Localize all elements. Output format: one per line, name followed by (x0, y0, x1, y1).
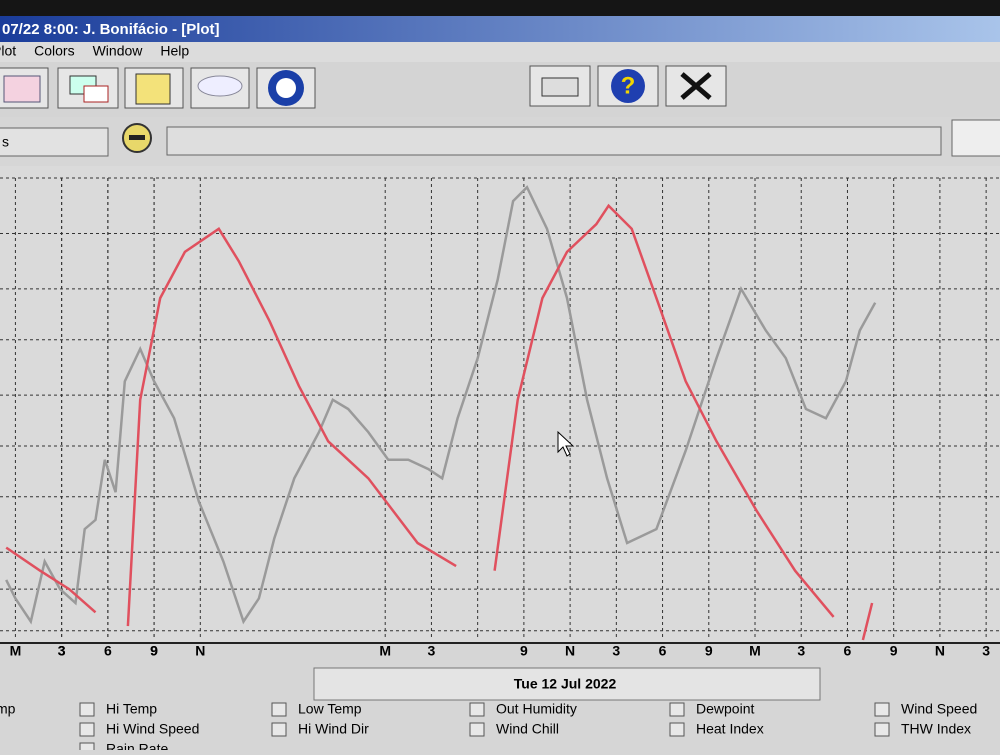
data-line (5, 185, 877, 625)
x-tick-label: 3 (797, 643, 805, 659)
checkbox-label: Heat Index (696, 721, 764, 737)
checkbox-label: Wind Speed (901, 701, 977, 717)
icon (135, 73, 171, 105)
x-tick-label: 6 (659, 643, 667, 659)
checkbox-label: Out Humidity (496, 701, 577, 717)
menu-item[interactable]: Plot (0, 43, 16, 59)
icon (83, 85, 109, 103)
checkbox[interactable] (79, 702, 95, 717)
checkbox[interactable] (669, 702, 685, 717)
checkbox[interactable] (874, 722, 890, 737)
x-tick-label: 3 (612, 643, 620, 659)
x-tick-label: 9 (150, 643, 158, 659)
x-tick-label: 9 (705, 643, 713, 659)
x-tick-label: 3 (58, 643, 66, 659)
checkbox-label: THW Index (901, 721, 971, 737)
checkbox-label: Wind Chill (496, 721, 559, 737)
eraser-button[interactable] (951, 119, 1000, 157)
toolbar-buttons: ? (0, 65, 727, 109)
x-tick-label: 9 (150, 643, 158, 659)
window-title: 07/22 8:00: J. Bonifácio - [Plot] (2, 21, 220, 38)
checkbox-label: mp (0, 701, 16, 717)
x-tick-label: N (195, 643, 205, 659)
title-bar (0, 16, 1000, 42)
plot-area (0, 166, 1000, 644)
menu-item[interactable]: Help (160, 43, 189, 59)
menu-item[interactable]: Window (93, 43, 144, 59)
x-tick-label: M (749, 643, 761, 659)
x-tick-label: 3 (982, 643, 990, 659)
x-tick-label: 9 (520, 643, 528, 659)
data-line (5, 203, 874, 641)
x-tick-label: 6 (844, 643, 852, 659)
x-tick-label: 3 (58, 643, 66, 659)
x-tick-label: M (379, 643, 391, 659)
x-tick-label: M (10, 643, 22, 659)
x-tick-label: 6 (104, 643, 112, 659)
checkbox[interactable] (79, 722, 95, 737)
x-axis-label: Tue 12 Jul 2022 (514, 676, 617, 692)
checkbox-label: Dewpoint (696, 701, 754, 717)
bezel (0, 0, 1000, 16)
checkbox-label: Hi Wind Dir (298, 721, 369, 737)
x-tick-label: 9 (890, 643, 898, 659)
menu-bar (0, 42, 1000, 62)
checkbox-label: Rain Rate (106, 741, 168, 750)
date-bar (313, 667, 821, 701)
checkbox[interactable] (669, 722, 685, 737)
dropdown[interactable] (0, 127, 109, 157)
checkbox[interactable] (271, 702, 287, 717)
field-text: s (2, 134, 9, 150)
x-tick-label: N (565, 643, 575, 659)
icon (611, 69, 645, 103)
icon (197, 75, 243, 97)
checkbox[interactable] (469, 722, 485, 737)
checkbox[interactable] (469, 702, 485, 717)
checkbox-label: Low Temp (298, 701, 362, 717)
mouse-cursor (557, 430, 575, 457)
icon (129, 135, 145, 140)
checkbox[interactable] (79, 742, 95, 755)
menu-item[interactable]: Colors (34, 43, 74, 59)
checkbox[interactable] (271, 722, 287, 737)
x-tick-label: N (935, 643, 945, 659)
x-tick-label: 3 (428, 643, 436, 659)
checkbox-label: Hi Temp (106, 701, 157, 717)
checkbox[interactable] (874, 702, 890, 717)
icon (3, 75, 41, 103)
icon: ? (621, 72, 636, 99)
icon (541, 77, 579, 97)
icon (680, 72, 712, 100)
checkbox-label: Hi Wind Speed (106, 721, 199, 737)
text-field[interactable] (166, 126, 942, 156)
icon (276, 78, 296, 98)
